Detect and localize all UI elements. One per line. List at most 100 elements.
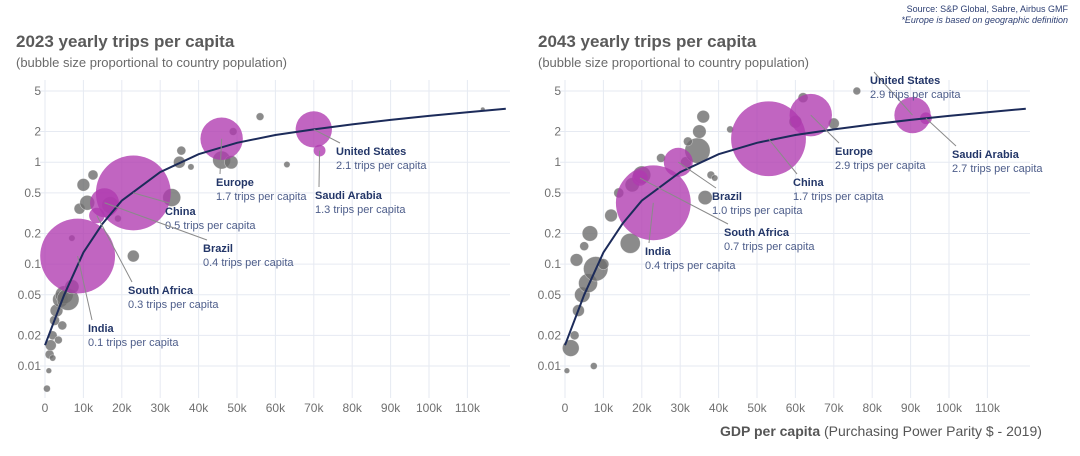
y-tick-label: 1 [34,155,41,169]
x-tick-label: 70k [304,401,324,415]
annotation-value-saudi-arabia: 2.7 trips per capita [952,163,1043,175]
annotation-name-india: India [645,246,672,258]
country-bubble [696,110,710,124]
annotation-name-china: China [793,177,824,189]
source-note: Source: S&P Global, Sabre, Airbus GMF *E… [901,4,1068,26]
country-bubble [604,208,618,223]
leader-line-brazil [104,202,208,241]
country-bubble [579,241,589,251]
x-tick-label: 110k [455,401,481,415]
leader-line-india [77,255,93,321]
x-tick-label: 90k [381,401,401,415]
x-tick-label: 0 [42,401,49,415]
leader-line-china [768,138,798,175]
annotation-name-china: China [165,206,196,218]
annotation-name-saudi-arabia: Saudi Arabia [952,149,1020,161]
country-bubble [569,330,580,341]
leader-line-united-states [313,128,341,144]
leader-line-china [133,192,170,204]
x-tick-label: 20k [112,401,132,415]
x-axis-label: GDP per capita (Purchasing Power Parity … [720,423,1042,439]
x-tick-label: 60k [786,401,806,415]
x-axis-label-rest: (Purchasing Power Parity $ - 2019) [820,423,1042,439]
x-tick-label: 50k [227,401,247,415]
y-tick-label: 0.1 [24,257,41,271]
leader-line-brazil [677,161,717,189]
x-tick-label: 80k [863,401,883,415]
country-bubble [283,161,291,168]
leader-line-south-africa [96,215,133,283]
trend-curve [564,107,1026,346]
x-tick-label: 30k [671,401,691,415]
annotation-value-saudi-arabia: 1.3 trips per capita [315,204,406,216]
annotation-name-brazil: Brazil [203,243,233,255]
annotation-name-saudi-arabia: Saudi Arabia [315,190,383,202]
y-tick-label: 0.5 [24,186,41,200]
x-tick-label: 40k [709,401,729,415]
leader-line-saudi-arabia [925,117,957,147]
x-tick-label: 100k [416,401,443,415]
trend-curve [44,107,506,346]
leader-line-india [648,202,654,244]
country-bubble [57,320,68,331]
country-bubble [697,190,713,205]
x-tick-label: 20k [632,401,652,415]
annotation-value-india: 0.1 trips per capita [88,337,179,349]
x-tick-label: 40k [189,401,209,415]
x-tick-label: 80k [343,401,363,415]
leader-line-united-states [873,71,913,116]
x-tick-label: 50k [747,401,767,415]
y-tick-label: 0.02 [18,328,42,342]
country-bubble [852,86,862,96]
country-bubble [619,233,641,254]
y-tick-label: 0.05 [538,288,562,302]
annotation-value-united-states: 2.9 trips per capita [870,89,961,101]
source-line: Source: S&P Global, Sabre, Airbus GMF [906,4,1068,14]
x-tick-label: 70k [824,401,844,415]
y-tick-label: 1 [554,155,561,169]
europe-footnote: *Europe is based on geographic definitio… [901,15,1068,25]
annotation-value-europe: 1.7 trips per capita [216,191,307,203]
y-tick-label: 0.02 [538,328,562,342]
country-bubble [692,124,707,139]
leader-line-europe [219,138,223,175]
chart-title-2043: 2043 yearly trips per capita [538,32,757,51]
annotation-value-china: 0.5 trips per capita [165,220,256,232]
y-tick-label: 0.2 [24,226,41,240]
annotation-value-south-africa: 0.7 trips per capita [724,241,815,253]
country-bubble [127,249,140,263]
country-bubble [187,163,195,171]
bubble-india [615,165,691,241]
x-tick-label: 0 [562,401,569,415]
country-bubble [176,145,187,156]
y-tick-label: 0.01 [18,359,42,373]
country-bubble [54,335,63,345]
annotation-value-brazil: 1.0 trips per capita [712,205,803,217]
x-axis-label-bold: GDP per capita [720,423,821,439]
y-tick-label: 0.5 [544,186,561,200]
y-tick-label: 5 [34,84,41,98]
x-tick-label: 90k [901,401,921,415]
x-tick-label: 110k [975,401,1001,415]
bubble-south-africa [89,207,105,224]
country-bubble [562,339,580,357]
annotation-value-united-states: 2.1 trips per capita [336,160,427,172]
country-bubble [563,367,571,374]
annotation-value-south-africa: 0.3 trips per capita [128,299,219,311]
annotation-value-brazil: 0.4 trips per capita [203,257,294,269]
annotation-name-south-africa: South Africa [128,285,194,297]
country-bubble [43,384,51,393]
country-bubble [255,112,265,121]
y-tick-label: 2 [34,125,41,139]
y-tick-label: 5 [554,84,561,98]
chart-title-2023: 2023 yearly trips per capita [16,32,235,51]
x-tick-label: 10k [594,401,614,415]
x-tick-label: 60k [266,401,286,415]
annotation-name-europe: Europe [835,146,873,158]
scatter-chart-2023: 0 10k 20k 30k 40k 50k 60k 70k 80k 90k 100k 110k 5 2 1 0… [18,80,510,415]
y-tick-label: 0.05 [18,288,42,302]
annotation-name-india: India [88,323,115,335]
y-tick-label: 0.1 [544,257,561,271]
annotation-value-europe: 2.9 trips per capita [835,160,926,172]
